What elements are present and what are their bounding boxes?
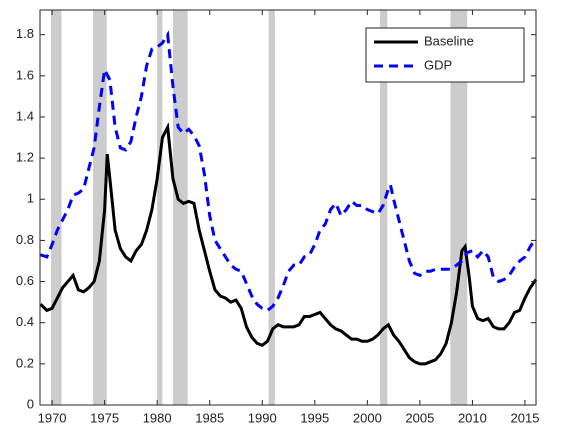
x-tick-label: 1975 <box>90 410 119 425</box>
x-tick-label: 2000 <box>353 410 382 425</box>
y-tick-label: 1.4 <box>16 108 34 123</box>
recession-shade <box>51 10 62 405</box>
y-tick-label: 1.6 <box>16 67 34 82</box>
legend: Baseline GDP <box>365 27 525 83</box>
y-tick-label: 0.6 <box>16 273 34 288</box>
y-tick-label: 0.8 <box>16 232 34 247</box>
y-tick-label: 0.4 <box>16 314 34 329</box>
recession-shade <box>268 10 275 405</box>
recession-shade <box>172 10 188 405</box>
x-tick-label: 1985 <box>195 410 224 425</box>
recession-shade <box>379 10 388 405</box>
y-tick-label: 1 <box>27 191 34 206</box>
series-line <box>40 30 538 313</box>
y-tick-label: 1.2 <box>16 150 34 165</box>
legend-label: Baseline <box>424 33 474 48</box>
series-line <box>39 122 538 366</box>
x-tick-label: 1990 <box>248 410 277 425</box>
legend-label: GDP <box>424 57 452 72</box>
recession-shade <box>157 10 163 405</box>
y-tick-label: 0.2 <box>16 355 34 370</box>
x-tick-label: 2010 <box>458 410 487 425</box>
x-tick-label: 1995 <box>300 410 329 425</box>
x-tick-label: 1980 <box>143 410 172 425</box>
y-tick-label: 1.8 <box>16 26 34 41</box>
x-tick-label: 2015 <box>511 410 540 425</box>
recession-shade <box>93 10 107 405</box>
x-tick-label: 2005 <box>405 410 434 425</box>
x-tick-label: 1970 <box>38 410 67 425</box>
plot-frame <box>39 9 537 406</box>
legend-box <box>365 27 525 83</box>
y-tick-label: 0 <box>27 396 34 411</box>
